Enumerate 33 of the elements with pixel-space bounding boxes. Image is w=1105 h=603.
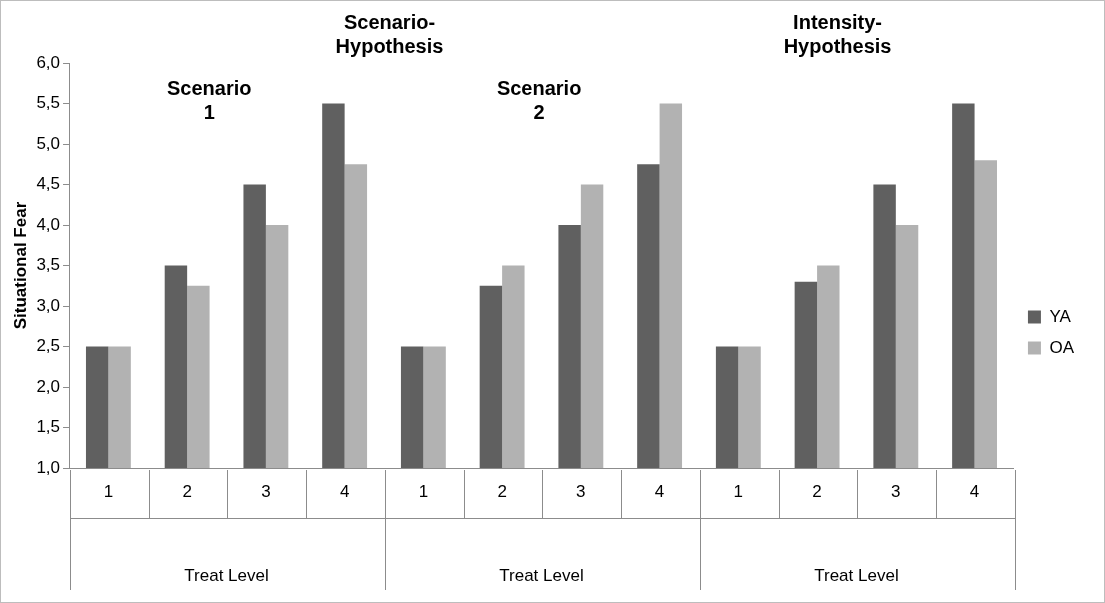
annotation: Scenario 2	[496, 76, 582, 123]
y-tick-label: 1,0	[36, 457, 61, 477]
x-tick-label: 2	[182, 481, 192, 501]
x-tick-label: 1	[103, 481, 114, 501]
x-tick-label: 1	[418, 481, 429, 501]
x-tick-label: 3	[261, 481, 271, 501]
x-tick-label: 3	[576, 481, 586, 501]
y-axis-title: Situational Fear	[10, 201, 30, 330]
legend-label: YA	[1049, 306, 1072, 326]
annotation: Scenario 1	[166, 76, 252, 123]
x-tick-label: 3	[891, 481, 901, 501]
y-tick-label: 2,0	[36, 376, 61, 396]
text: Intensity-Hypothesis	[783, 10, 892, 57]
x-tick-label: 4	[969, 481, 980, 501]
y-tick-label: 3,0	[36, 295, 61, 315]
text: Treat Level	[184, 565, 269, 585]
legend-label: OA	[1049, 337, 1075, 357]
y-tick-label: 5,0	[36, 133, 61, 153]
text: Treat Level	[499, 565, 584, 585]
y-tick-label: 5,5	[36, 93, 61, 113]
text: Scenario-Hypothesis	[335, 10, 444, 57]
y-tick-label: 4,0	[36, 214, 61, 234]
x-tick-label: 1	[733, 481, 744, 501]
x-tick-label: 4	[339, 481, 350, 501]
x-tick-label: 2	[812, 481, 822, 501]
y-tick-label: 2,5	[36, 336, 61, 356]
y-tick-label: 3,5	[36, 255, 61, 275]
y-tick-label: 6,0	[36, 52, 61, 72]
x-tick-label: 2	[497, 481, 507, 501]
y-tick-label: 1,5	[36, 417, 61, 437]
y-tick-label: 4,5	[36, 174, 61, 194]
text: Treat Level	[814, 565, 899, 585]
x-tick-label: 4	[654, 481, 665, 501]
